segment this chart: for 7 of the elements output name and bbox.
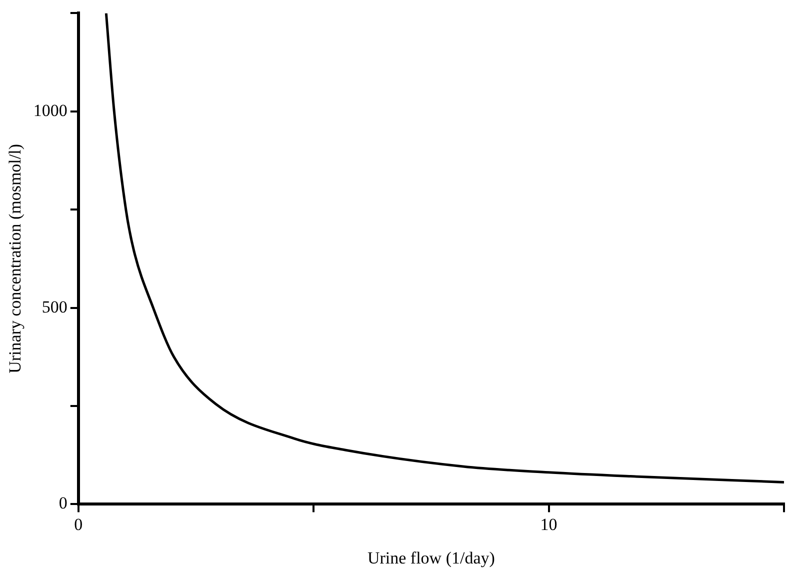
y-tick-label: 0 [58, 494, 68, 513]
x-axis-title: Urine flow (1/day) [367, 548, 495, 568]
y-tick-label: 500 [42, 297, 68, 316]
y-tick-label: 1000 [33, 100, 68, 120]
x-tick-label: 10 [540, 514, 558, 534]
line-series [104, 13, 784, 484]
y-axis-title: Urinary concentration (mosmol/l) [6, 144, 25, 374]
